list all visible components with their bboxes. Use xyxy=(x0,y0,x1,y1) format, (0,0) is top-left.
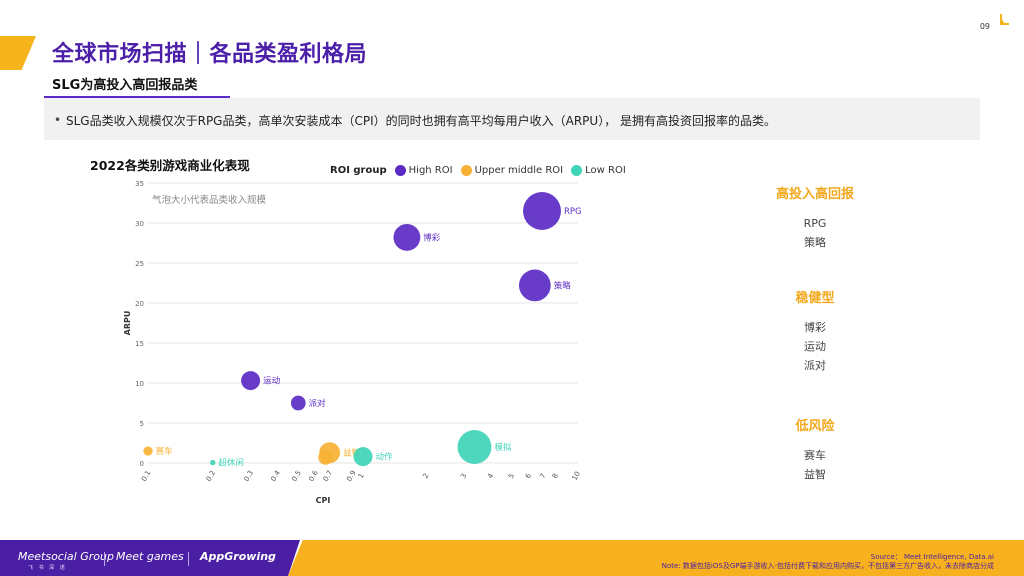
source-text: Source： Meet Intelligence, Data.ai xyxy=(870,553,994,561)
x-tick-label: 3 xyxy=(459,472,468,480)
y-tick-label: 0 xyxy=(140,460,144,468)
bullet-text: SLG品类收入规模仅次于RPG品类，高单次安装成本（CPI）的同时也拥有高平均每… xyxy=(66,114,777,128)
bubble-label: 运动 xyxy=(263,376,281,387)
bubble-label: 赛车 xyxy=(156,446,173,457)
bubble-label: 派对 xyxy=(309,398,327,409)
corner-logo-icon xyxy=(1000,14,1009,25)
subtitle-underline xyxy=(44,96,230,98)
side-heading-low-risk: 低风险 xyxy=(795,419,835,434)
y-tick-label: 25 xyxy=(135,260,144,268)
brand-divider xyxy=(188,552,189,566)
bubble-point xyxy=(210,459,216,466)
legend-item-upper-middle-roi: Upper middle ROI xyxy=(460,165,564,176)
side-heading-high: 高投入高回报 xyxy=(775,187,854,202)
bubble-label: 策略 xyxy=(554,280,572,291)
bubble-label: RPG xyxy=(564,207,582,217)
x-tick-label: 0.2 xyxy=(205,469,217,483)
brand-appgrowing: AppGrowing xyxy=(200,550,276,563)
bubble-point xyxy=(353,447,373,467)
side-item: 派对 xyxy=(804,359,826,372)
side-item: 赛车 xyxy=(804,449,826,462)
x-tick-label: 5 xyxy=(507,472,516,480)
legend-item-low-roi: Low ROI xyxy=(571,165,626,176)
y-tick-label: 30 xyxy=(135,220,144,228)
x-tick-label: 7 xyxy=(538,472,547,480)
x-tick-label: 0.7 xyxy=(322,469,334,483)
x-tick-label: 0.5 xyxy=(290,469,302,483)
x-tick-label: 0.6 xyxy=(307,469,320,483)
title-accent-bar xyxy=(0,36,36,70)
x-tick-label: 10 xyxy=(571,470,582,482)
bubble-point xyxy=(318,450,333,465)
bullet-box xyxy=(44,98,980,140)
y-tick-label: 20 xyxy=(135,300,144,308)
x-tick-label: 0.1 xyxy=(140,469,152,483)
brand-meetsocial: Meetsocial Group xyxy=(18,550,114,563)
bubble-label: 博彩 xyxy=(423,232,441,243)
chart-title: 2022各类别游戏商业化表现 xyxy=(90,158,250,173)
legend-title: ROI group xyxy=(330,165,387,176)
bubble-point xyxy=(290,395,306,411)
footer-note-bar xyxy=(288,540,1024,576)
bubble-label: 动作 xyxy=(375,452,393,463)
bubble-point xyxy=(143,446,153,456)
side-group-low-risk: 低风险 赛车 益智 xyxy=(740,415,890,484)
footer: Meetsocial Group 飞 书 深 诺 Meet games AppG… xyxy=(0,540,1024,576)
side-item: RPG xyxy=(803,217,827,230)
bubble-point xyxy=(393,223,421,251)
bubble-label: 超休闲 xyxy=(218,458,244,469)
x-tick-label: 6 xyxy=(524,472,533,480)
note-text: Note: 数据包括iOS及GP端手游收入-包括付费下载和应用内购买，不包括第三… xyxy=(661,562,994,570)
x-tick-label: 8 xyxy=(551,472,560,480)
legend-swatch-high-roi xyxy=(394,165,406,176)
bubble-point xyxy=(523,192,561,230)
legend-swatch-upper-middle-roi xyxy=(460,165,472,176)
brand-divider xyxy=(104,552,105,566)
y-axis-label: ARPU xyxy=(123,311,132,336)
y-tick-label: 15 xyxy=(135,340,144,348)
bubble-point xyxy=(457,430,492,464)
page-title: 全球市场扫描｜各品类盈利格局 xyxy=(52,42,368,67)
bullet-dot-icon: • xyxy=(54,113,62,127)
side-group-stable: 稳健型 博彩 运动 派对 xyxy=(740,287,890,375)
side-group-high: 高投入高回报 RPG 策略 xyxy=(740,183,890,252)
brand-meetsocial-sub: 飞 书 深 诺 xyxy=(28,565,67,571)
side-item: 运动 xyxy=(804,340,826,353)
bubble-label: 益智 xyxy=(343,448,360,459)
side-item: 博彩 xyxy=(804,321,826,334)
side-heading-stable: 稳健型 xyxy=(795,291,835,306)
chart-note: 气泡大小代表品类收入规模 xyxy=(152,194,267,206)
x-tick-label: 1 xyxy=(357,472,366,480)
side-item: 策略 xyxy=(804,236,826,249)
legend-label-low-roi: Low ROI xyxy=(585,165,626,176)
section-subtitle: SLG为高投入高回报品类 xyxy=(52,78,198,93)
y-tick-label: 35 xyxy=(135,180,144,188)
x-tick-label: 2 xyxy=(421,472,430,480)
y-tick-label: 10 xyxy=(135,380,144,388)
x-tick-label: 0.4 xyxy=(269,469,282,483)
legend-swatch-low-roi xyxy=(571,165,583,176)
legend-label-upper-middle-roi: Upper middle ROI xyxy=(474,165,564,176)
x-tick-label: 0.3 xyxy=(243,469,255,483)
legend-label-high-roi: High ROI xyxy=(408,165,453,176)
y-tick-label: 5 xyxy=(140,420,144,428)
x-tick-label: 4 xyxy=(486,472,495,480)
legend-item-high-roi: High ROI xyxy=(394,165,453,176)
bubble-point xyxy=(518,269,551,302)
side-item: 益智 xyxy=(804,468,826,481)
bubble-label: 模拟 xyxy=(494,442,512,453)
footer-brand-bar xyxy=(0,540,300,576)
chart-legend: ROI group High ROI Upper middle ROI Low … xyxy=(330,165,630,176)
page-number: 09 xyxy=(979,22,990,31)
x-axis-label: CPI xyxy=(316,496,331,505)
bubble-point xyxy=(241,371,261,391)
brand-meetgames: Meet games xyxy=(116,550,184,563)
